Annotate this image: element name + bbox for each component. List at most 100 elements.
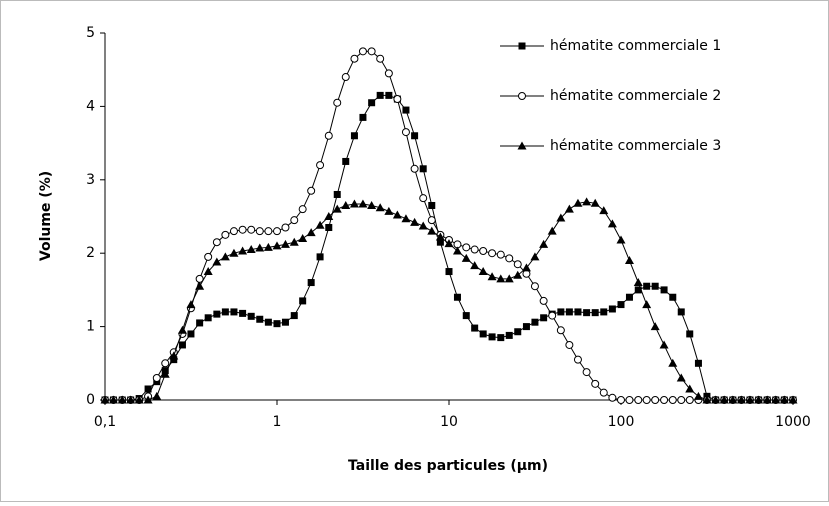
data-point	[281, 223, 290, 232]
y-tick-label: 1	[86, 319, 95, 335]
data-point	[316, 253, 324, 261]
data-point	[557, 308, 565, 316]
data-point	[668, 396, 677, 404]
data-point	[212, 257, 222, 266]
data-point	[316, 161, 325, 170]
data-point	[624, 256, 634, 265]
data-point	[427, 216, 436, 225]
data-point	[686, 330, 694, 338]
x-tick-label: 0,1	[94, 414, 116, 430]
data-point	[583, 309, 591, 317]
data-point	[402, 106, 410, 114]
y-tick-label: 3	[86, 172, 95, 188]
y-tick-label: 2	[86, 245, 95, 261]
data-point	[435, 232, 445, 241]
x-tick-label: 1000	[775, 414, 811, 430]
legend-marker	[518, 42, 526, 50]
data-point	[660, 396, 669, 404]
data-point	[350, 132, 358, 140]
data-point	[255, 243, 265, 252]
data-point	[367, 200, 377, 209]
data-point	[608, 393, 617, 402]
x-tick-label: 1	[273, 414, 282, 430]
data-point	[582, 197, 592, 206]
data-point	[289, 237, 299, 246]
data-point	[230, 308, 238, 316]
data-point	[436, 238, 444, 246]
data-point	[247, 312, 255, 320]
data-point	[281, 318, 289, 326]
data-point	[565, 308, 573, 316]
data-point	[134, 395, 144, 404]
data-point	[367, 47, 376, 56]
data-point	[702, 395, 712, 404]
data-point	[462, 243, 471, 252]
data-point	[582, 368, 591, 377]
data-point	[642, 396, 651, 404]
legend-label: hématite commerciale 1	[550, 38, 721, 54]
data-point	[332, 204, 342, 213]
data-point	[564, 204, 574, 213]
data-point	[161, 359, 170, 368]
data-point	[547, 226, 557, 235]
data-point	[178, 341, 186, 349]
data-point	[488, 249, 497, 258]
data-point	[307, 279, 315, 287]
data-point	[677, 308, 685, 316]
data-point	[745, 395, 755, 404]
data-point	[410, 164, 419, 173]
data-point	[659, 340, 669, 349]
data-point	[160, 369, 170, 378]
data-point	[471, 324, 479, 332]
legend-label: hématite commerciale 3	[550, 138, 721, 154]
data-point	[530, 282, 539, 291]
data-point	[496, 250, 505, 259]
data-point	[634, 396, 643, 404]
data-point	[591, 309, 599, 317]
data-point	[342, 157, 350, 165]
data-point	[625, 396, 634, 404]
data-point	[736, 395, 746, 404]
data-point	[617, 301, 625, 309]
data-point	[531, 318, 539, 326]
data-point	[608, 305, 616, 313]
data-point	[513, 270, 523, 279]
y-tick-label: 4	[86, 98, 95, 114]
data-point	[676, 373, 686, 382]
data-point	[358, 47, 367, 56]
data-point	[505, 254, 514, 263]
data-point	[100, 395, 110, 404]
data-point	[341, 73, 350, 82]
data-point	[186, 300, 196, 309]
data-point	[375, 203, 385, 212]
data-point	[479, 246, 488, 255]
data-point	[220, 252, 230, 261]
data-point	[685, 384, 695, 393]
data-point	[203, 267, 213, 276]
data-point	[496, 274, 506, 283]
y-tick-label: 5	[86, 25, 95, 41]
data-point	[530, 252, 540, 261]
data-point	[539, 239, 549, 248]
x-axis-label: Taille des particules (µm)	[348, 458, 548, 474]
data-point	[711, 395, 721, 404]
data-point	[650, 322, 660, 331]
data-point	[299, 297, 307, 305]
data-point	[324, 212, 334, 220]
data-point	[298, 234, 308, 243]
data-point	[169, 351, 179, 360]
data-point	[255, 227, 264, 236]
data-point	[187, 330, 195, 338]
data-point	[401, 128, 410, 137]
data-point	[461, 253, 471, 262]
data-point	[600, 308, 608, 316]
data-point	[590, 198, 600, 207]
data-point	[410, 217, 420, 226]
data-point	[504, 274, 514, 283]
data-point	[633, 278, 643, 287]
data-point	[349, 199, 359, 208]
data-point	[488, 333, 496, 341]
data-point	[599, 206, 609, 215]
data-point	[196, 319, 204, 327]
